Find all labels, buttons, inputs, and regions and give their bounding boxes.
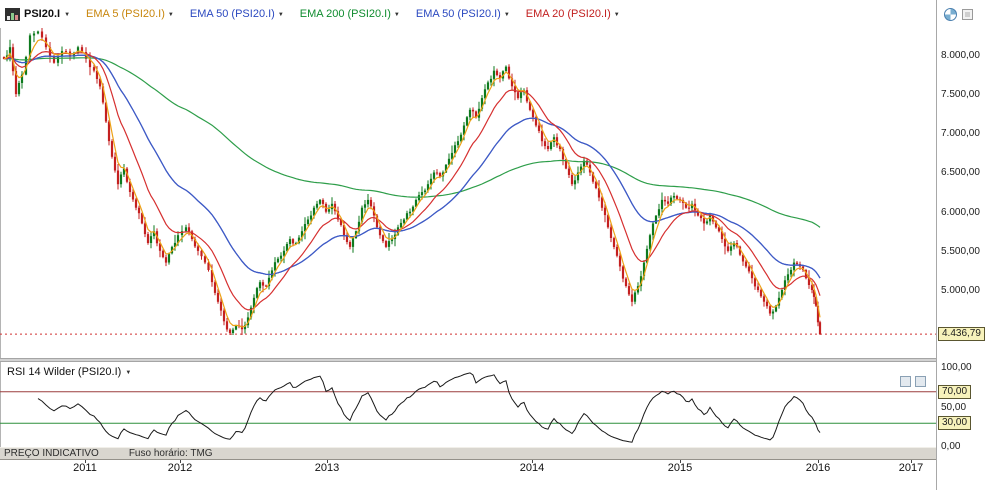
price-axis-column: 8.000,00 7.500,00 7.000,00 6.500,00 6.00…	[936, 0, 996, 490]
year-label: 2015	[667, 462, 693, 474]
time-axis-tick	[818, 460, 819, 463]
price-axis-label: 5.000,00	[941, 284, 980, 296]
indicator-label: EMA 50 (PSI20.I)	[189, 8, 275, 20]
year-label: 2013	[314, 462, 340, 474]
indicator-label: EMA 20 (PSI20.I)	[525, 8, 611, 20]
year-label: 2011	[73, 462, 97, 474]
time-axis-tick	[180, 460, 181, 463]
chevron-down-icon: ▼	[503, 11, 510, 18]
chevron-down-icon: ▼	[167, 11, 174, 18]
time-axis-tick	[911, 460, 912, 463]
time-axis: 2011 2012 2013 2014 2015 2016 2017	[0, 460, 936, 490]
time-axis-tick	[680, 460, 681, 463]
last-price-tag: 4.436,79	[938, 327, 985, 342]
chevron-down-icon: ▼	[393, 11, 400, 18]
time-axis-tick	[327, 460, 328, 463]
instrument-label: PSI20.I	[24, 8, 61, 20]
rsi-axis-label: 70,00	[938, 384, 972, 399]
indicator-label: EMA 50 (PSI20.I)	[415, 8, 501, 20]
rsi-minimize-icon[interactable]	[900, 376, 911, 387]
status-timezone: Fuso horário: TMG	[128, 448, 213, 459]
toolbar: PSI20.I ▼ EMA 5 (PSI20.I) ▼ EMA 50 (PSI2…	[0, 0, 936, 28]
rsi-axis-label: 30,00	[938, 416, 972, 431]
chevron-down-icon: ▼	[277, 11, 284, 18]
indicator-label: EMA 5 (PSI20.I)	[86, 8, 165, 20]
status-bar: PREÇO INDICATIVO Fuso horário: TMG	[0, 447, 936, 460]
rsi-title-label: RSI 14 Wilder (PSI20.I)	[7, 366, 122, 378]
panel-settings-icon[interactable]	[962, 9, 973, 20]
price-axis-label: 7.500,00	[941, 89, 980, 101]
time-axis-tick	[85, 460, 86, 463]
year-label: 2014	[519, 462, 545, 474]
price-axis-label: 6.000,00	[941, 206, 980, 218]
indicator-label: EMA 200 (PSI20.I)	[299, 8, 391, 20]
indicator-ema200-button[interactable]: EMA 200 (PSI20.I) ▼	[300, 8, 400, 20]
rsi-axis-label: 0,00	[941, 441, 961, 452]
chevron-down-icon: ▼	[64, 11, 71, 18]
panel-divider[interactable]	[0, 358, 996, 362]
axis-buttons	[944, 8, 973, 21]
rsi-title[interactable]: RSI 14 Wilder (PSI20.I) ▼	[5, 366, 134, 378]
indicator-ema50-button[interactable]: EMA 50 (PSI20.I) ▼	[190, 8, 284, 20]
year-label: 2017	[898, 462, 924, 474]
rsi-panel[interactable]: RSI 14 Wilder (PSI20.I) ▼	[0, 362, 936, 447]
price-chart-area[interactable]	[0, 27, 936, 358]
price-axis-label: 7.000,00	[941, 128, 980, 140]
rsi-close-icon[interactable]	[915, 376, 926, 387]
chevron-down-icon: ▼	[613, 11, 620, 18]
indicator-ema20-button[interactable]: EMA 20 (PSI20.I) ▼	[526, 8, 620, 20]
instrument-selector[interactable]: PSI20.I ▼	[5, 7, 71, 21]
year-label: 2016	[805, 462, 831, 474]
price-axis-label: 8.000,00	[941, 50, 980, 61]
chevron-down-icon: ▼	[125, 369, 132, 376]
time-axis-tick	[532, 460, 533, 463]
indicator-ema5-button[interactable]: EMA 5 (PSI20.I) ▼	[86, 8, 174, 20]
rsi-axis-label: 100,00	[941, 362, 972, 373]
rsi-axis-label: 50,00	[941, 401, 967, 413]
year-label: 2012	[167, 462, 193, 474]
pie-clock-icon[interactable]	[944, 8, 957, 21]
instrument-logo-icon	[5, 7, 20, 21]
status-price-type: PREÇO INDICATIVO	[4, 448, 99, 459]
indicator-ema50b-button[interactable]: EMA 50 (PSI20.I) ▼	[416, 8, 510, 20]
price-axis-label: 5.500,00	[941, 245, 980, 257]
price-axis-label: 6.500,00	[941, 167, 980, 179]
rsi-panel-buttons	[900, 376, 926, 387]
